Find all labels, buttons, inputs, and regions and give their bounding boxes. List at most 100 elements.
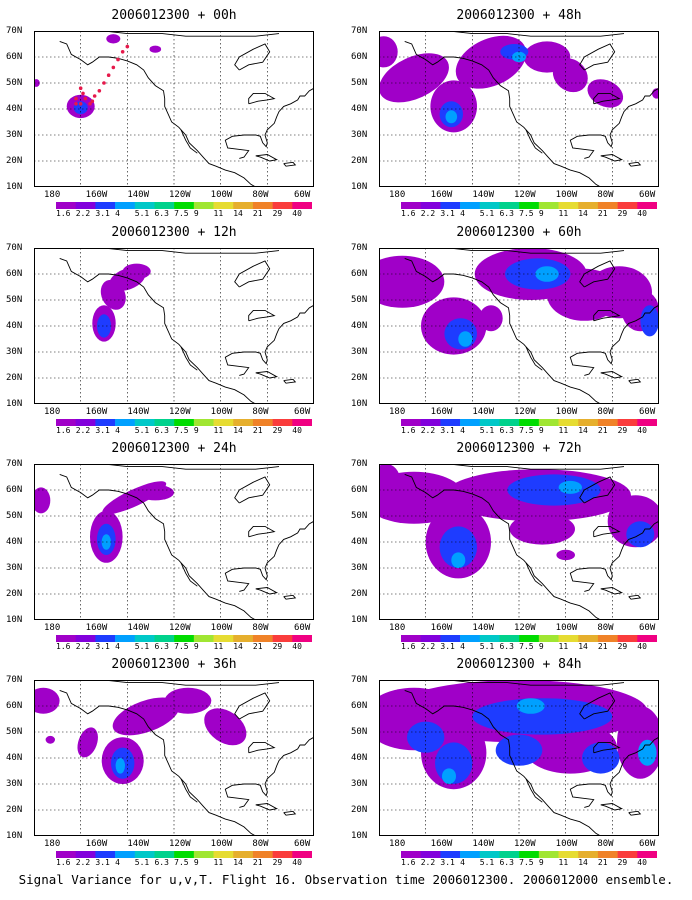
coastline	[180, 562, 198, 587]
lat-tick-label: 40N	[351, 753, 368, 763]
colorbar-swatch	[174, 635, 195, 642]
variance-map	[379, 248, 659, 404]
lon-tick-label: 160W	[430, 407, 453, 417]
colorbar-swatch	[558, 635, 579, 642]
colorbar-label: 14	[233, 642, 243, 651]
lat-tick-label: 40N	[6, 321, 23, 331]
colorbar-label: 4	[115, 642, 120, 651]
coastline	[404, 257, 602, 404]
coastline	[404, 689, 602, 836]
lon-tick-label: 160W	[85, 839, 108, 849]
panel-title: 2006012300 + 00h	[111, 8, 237, 23]
lat-tick-label: 30N	[6, 347, 23, 357]
lon-tick-label: 80W	[252, 839, 269, 849]
lon-tick-label: 180	[44, 839, 61, 849]
variance-region	[451, 552, 466, 568]
lon-tick-label: 180	[389, 190, 406, 200]
lon-tick-label: 100W	[555, 839, 578, 849]
lon-tick-label: 160W	[430, 839, 453, 849]
lat-tick-label: 40N	[351, 104, 368, 114]
variance-map	[34, 248, 314, 404]
colorbar-swatch	[75, 419, 96, 426]
colorbar-label: 6.3	[154, 642, 169, 651]
colorbar-swatch	[95, 635, 116, 642]
colorbar-swatch	[56, 202, 76, 209]
lon-tick-label: 120W	[514, 623, 536, 633]
colorbar-swatch	[479, 202, 500, 209]
colorbar-label: 5.1	[134, 209, 150, 218]
coastline	[525, 562, 543, 587]
lat-tick-label: 60N	[6, 269, 23, 279]
variance-region	[204, 708, 247, 746]
lat-tick-label: 60N	[351, 701, 368, 711]
coastline	[234, 43, 271, 71]
colorbar-label: 7.5	[174, 642, 189, 651]
colorbar-label: 5.1	[479, 858, 495, 867]
colorbar-label: 9	[538, 209, 544, 218]
coastline	[593, 92, 621, 105]
colorbar-swatch	[272, 851, 293, 858]
colorbar	[401, 419, 657, 426]
coastline	[69, 464, 280, 470]
coastline	[59, 257, 257, 404]
colorbar-swatch	[292, 635, 312, 642]
colorbar-swatch	[578, 635, 599, 642]
coastline	[69, 680, 280, 686]
colorbar-swatch	[75, 202, 96, 209]
colorbar-swatch	[460, 419, 481, 426]
lon-tick-label: 140W	[127, 407, 150, 417]
observation-point	[97, 89, 102, 93]
lat-tick-label: 10N	[351, 182, 368, 192]
colorbar-swatch	[193, 419, 214, 426]
coastline	[600, 154, 624, 162]
colorbar-swatch	[499, 202, 520, 209]
colorbar-swatch	[75, 851, 96, 858]
colorbar-label: 4	[460, 858, 465, 867]
colorbar-label: 5.1	[134, 642, 150, 651]
lon-tick-label: 60W	[294, 623, 311, 633]
colorbar-label: 14	[233, 426, 243, 435]
variance-region	[507, 474, 601, 506]
colorbar-label: 1.6	[56, 209, 71, 218]
lat-tick-label: 50N	[351, 295, 368, 305]
lat-tick-label: 50N	[6, 295, 23, 305]
variance-region	[45, 735, 55, 744]
colorbar-label: 7.5	[174, 426, 189, 435]
colorbar	[401, 635, 657, 642]
figure-caption: Signal Variance for u,v,T. Flight 16. Ob…	[18, 872, 674, 887]
variance-region	[34, 487, 51, 514]
colorbar	[56, 419, 312, 426]
variance-region	[379, 53, 449, 103]
lon-tick-label: 160W	[85, 190, 108, 200]
lat-tick-label: 50N	[6, 78, 23, 88]
colorbar-swatch	[597, 851, 618, 858]
colorbar-swatch	[440, 419, 461, 426]
lon-tick-label: 60W	[639, 839, 656, 849]
lon-tick-label: 140W	[472, 407, 495, 417]
colorbar-label: 40	[637, 426, 647, 435]
colorbar-label: 6.3	[499, 209, 514, 218]
lon-tick-label: 120W	[514, 407, 536, 417]
colorbar-swatch	[174, 419, 195, 426]
panel-title: 2006012300 + 12h	[111, 225, 237, 240]
variance-map	[379, 464, 659, 620]
colorbar-label: 4	[115, 426, 120, 435]
colorbar-label: 9	[193, 642, 199, 651]
lon-tick-label: 140W	[127, 190, 150, 200]
colorbar-label: 5.1	[134, 426, 150, 435]
colorbar-label: 29	[617, 426, 628, 435]
colorbar-label: 3.1	[440, 858, 455, 867]
coastline	[255, 371, 279, 379]
colorbar-label: 3.1	[95, 209, 110, 218]
colorbar-label: 1.6	[401, 209, 416, 218]
panel-title: 2006012300 + 84h	[456, 657, 582, 672]
colorbar-label: 7.5	[174, 209, 189, 218]
colorbar-label: 40	[292, 642, 302, 651]
lon-tick-label: 120W	[169, 623, 191, 633]
panel-title: 2006012300 + 36h	[111, 657, 237, 672]
lat-tick-label: 50N	[351, 78, 368, 88]
colorbar-swatch	[233, 635, 254, 642]
colorbar-label: 29	[617, 642, 628, 651]
lon-tick-label: 80W	[597, 839, 614, 849]
